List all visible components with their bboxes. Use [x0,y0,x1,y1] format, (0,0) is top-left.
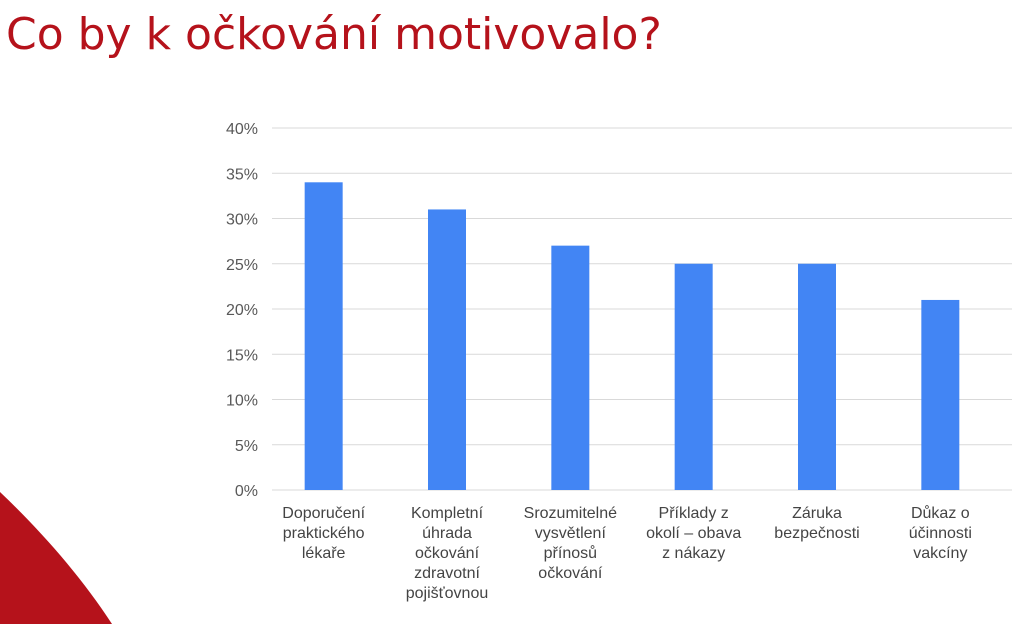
x-category-label: Kompletní úhrada očkování zdravotní pojišťov… [406,505,489,602]
x-category-label-line: Důkaz o [911,504,970,522]
y-tick-label: 30% [226,212,258,229]
y-tick-label: 25% [226,257,258,274]
y-axis-tick-labels: 0% 5% 10% 15% 20% 25% 30% 35% 40% [226,121,258,500]
y-tick-label: 35% [226,166,258,183]
bar [304,182,343,491]
gridlines [272,127,1012,491]
x-category-label-line: Záruka [792,505,842,522]
y-tick-label: 15% [226,347,258,364]
bar [674,263,713,490]
x-category-label-line: bezpečnosti [774,525,859,542]
bar [798,263,836,490]
x-category-label-line: vakcíny [913,545,967,562]
bar [428,209,466,490]
x-category-label-line: očkování [415,545,480,562]
x-category-label-line: účinnosti [909,525,972,542]
bar [551,245,590,490]
x-category-label-line: z nákazy [662,545,725,562]
x-category-label-line: zdravotní [414,565,480,582]
y-tick-label: 0% [235,483,258,500]
x-axis-category-labels: Doporučení praktického lékaře Kompletní úhra… [282,504,972,602]
x-category-label-line: Příklady z [659,505,729,522]
x-category-label-line: Doporučení [282,505,365,522]
bar [921,299,960,490]
x-category-label-line: pojišťovnou [406,585,489,602]
x-category-label-line: úhrada [422,525,472,542]
y-tick-label: 5% [235,438,258,455]
y-tick-label: 10% [226,393,258,410]
x-category-label: Důkaz o účinnosti vakcíny [909,504,972,562]
y-tick-label: 20% [226,302,258,319]
x-category-label-line: lékaře [302,545,346,562]
page-title: Co by k očkování motivovalo? [6,9,662,60]
x-category-label-line: přínosů [544,544,597,562]
y-tick-label: 40% [226,121,258,138]
x-category-label-line: vysvětlení [535,525,607,542]
x-category-label-line: Kompletní [411,505,484,522]
x-category-label: Příklady z okolí – obava z nákazy [646,505,741,562]
bars [304,182,960,491]
x-category-label-line: očkování [538,565,603,582]
x-category-label: Srozumitelné vysvětlení přínosů očkování [524,505,617,582]
x-category-label-line: okolí – obava [646,525,741,542]
x-category-label: Záruka bezpečnosti [774,505,859,542]
x-category-label-line: Srozumitelné [524,505,617,522]
x-category-label-line: praktického [283,525,365,542]
x-category-label: Doporučení praktického lékaře [282,505,365,562]
